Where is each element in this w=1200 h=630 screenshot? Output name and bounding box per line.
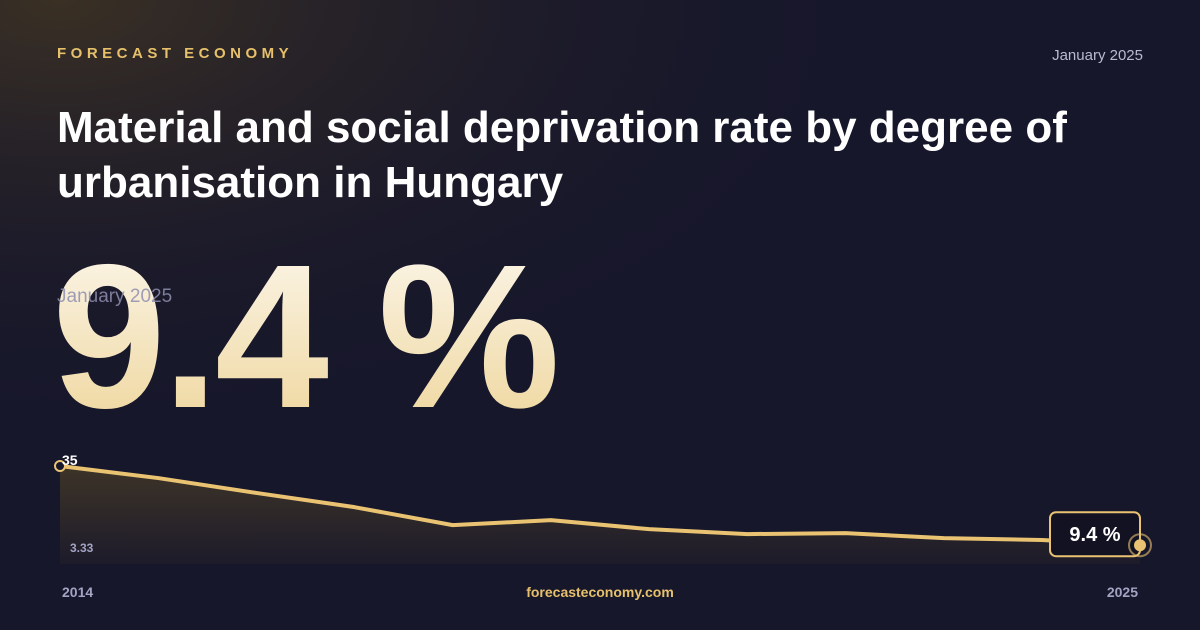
- headline-value: 9.4 %: [52, 222, 556, 451]
- y-tick-label: 3.33: [70, 541, 94, 555]
- sparkline: 9.4 % 3.33 35 2014 2025: [54, 452, 1152, 600]
- end-marker: [1134, 539, 1146, 552]
- chart-title: Material and social deprivation rate by …: [57, 103, 1067, 207]
- x-tick-label: 2014: [62, 584, 93, 600]
- sparkline-area: [60, 466, 1140, 564]
- headline-date: January 2025: [57, 286, 172, 307]
- brand: FORECAST ECONOMY: [57, 45, 293, 62]
- footer-link: forecasteconomy.com: [526, 584, 674, 600]
- sparkline-line: [59, 464, 1141, 548]
- date: January 2025: [1052, 47, 1143, 64]
- y-tick-label: 35: [62, 452, 78, 468]
- end-marker-ring: [1128, 533, 1152, 558]
- x-tick-label: 2025: [1107, 584, 1138, 600]
- start-marker: [54, 460, 66, 472]
- value-badge-label: 9.4 %: [1069, 524, 1120, 546]
